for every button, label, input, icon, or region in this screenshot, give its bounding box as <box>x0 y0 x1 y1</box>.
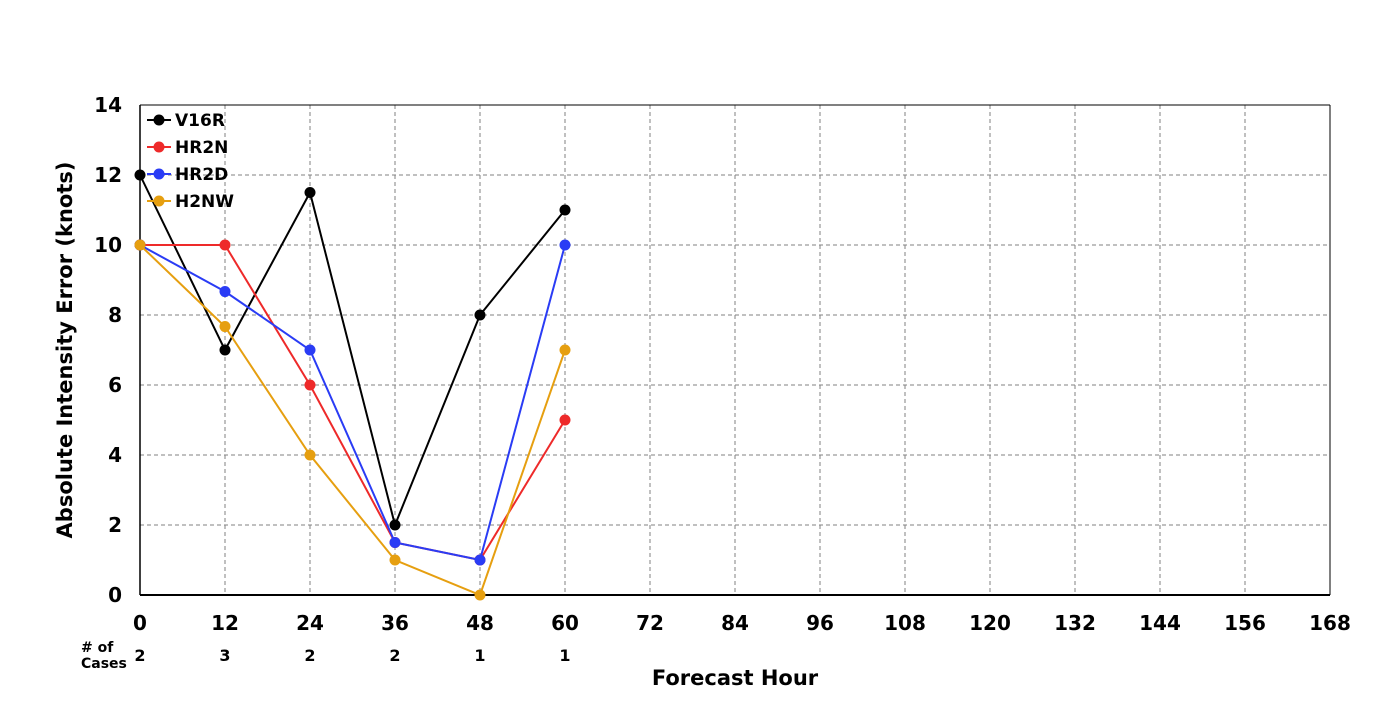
data-point <box>304 344 316 356</box>
series-line <box>139 174 566 529</box>
legend-item-hr2n: HR2N <box>147 138 228 158</box>
data-point <box>474 589 486 601</box>
data-point <box>559 414 571 426</box>
cases-count: 1 <box>474 646 485 665</box>
y-tick-label: 8 <box>108 303 122 327</box>
data-point <box>219 239 231 251</box>
legend-item-h2nw: H2NW <box>147 192 234 212</box>
x-tick-label: 156 <box>1224 611 1266 635</box>
legend-swatch-marker <box>153 114 165 126</box>
cases-label-line1: # of <box>81 640 114 656</box>
x-tick-label: 132 <box>1054 611 1096 635</box>
x-tick-label: 144 <box>1139 611 1181 635</box>
legend-label: HR2D <box>175 165 228 185</box>
x-tick-label: 120 <box>969 611 1011 635</box>
x-tick-label: 72 <box>636 611 664 635</box>
series-v16r <box>134 169 571 531</box>
y-tick-label: 14 <box>94 93 122 117</box>
x-tick-label: 36 <box>381 611 409 635</box>
legend-item-hr2d: HR2D <box>147 165 228 185</box>
legend-swatch-marker <box>153 195 165 207</box>
x-tick-label: 60 <box>551 611 579 635</box>
x-tick-labels: 0 12 24 36 48 60 72 84 96 108 120 132 144 156 168 <box>133 611 1351 635</box>
cases-count: 3 <box>219 646 230 665</box>
data-point <box>304 379 316 391</box>
data-point <box>134 169 146 181</box>
cases-count: 2 <box>389 646 400 665</box>
data-point <box>474 554 486 566</box>
legend-label: H2NW <box>175 192 234 212</box>
x-tick-label: 48 <box>466 611 494 635</box>
axes <box>139 104 1331 596</box>
data-point <box>304 449 316 461</box>
data-point <box>219 344 231 356</box>
series-line <box>139 244 566 562</box>
y-axis-title: Absolute Intensity Error (knots) <box>53 162 77 539</box>
grid <box>140 105 1330 595</box>
cases-count: 2 <box>134 646 145 665</box>
y-tick-label: 10 <box>94 233 122 257</box>
data-point <box>559 344 571 356</box>
y-tick-label: 12 <box>94 163 122 187</box>
data-point <box>389 519 401 531</box>
legend-label: HR2N <box>175 138 228 158</box>
y-tick-label: 6 <box>108 373 122 397</box>
data-point <box>559 239 571 251</box>
series-line <box>139 244 566 597</box>
x-tick-label: 84 <box>721 611 749 635</box>
legend-swatch-marker <box>153 141 165 153</box>
y-tick-label: 4 <box>108 443 122 467</box>
data-point <box>219 286 231 298</box>
legend-swatch-marker <box>153 168 165 180</box>
y-tick-labels: 0 2 4 6 8 10 12 14 <box>94 93 122 607</box>
data-point <box>389 554 401 566</box>
data-point <box>304 187 316 198</box>
series-hr2d <box>134 239 571 566</box>
x-tick-label: 24 <box>296 611 324 635</box>
x-tick-label: 108 <box>884 611 926 635</box>
y-tick-label: 0 <box>108 583 122 607</box>
y-tick-label: 2 <box>108 513 122 537</box>
cases-label-line2: Cases <box>81 656 127 672</box>
data-point <box>474 309 486 321</box>
x-tick-label: 168 <box>1309 611 1351 635</box>
series-h2nw <box>134 239 571 601</box>
data-point <box>559 204 571 216</box>
legend: V16R HR2N HR2D H2NW <box>147 111 234 212</box>
series-hr2n <box>134 239 571 566</box>
data-point <box>389 537 401 548</box>
data-point <box>219 321 231 333</box>
x-tick-label: 96 <box>806 611 834 635</box>
legend-item-v16r: V16R <box>147 111 225 131</box>
legend-label: V16R <box>175 111 225 131</box>
x-tick-label: 12 <box>211 611 239 635</box>
cases-count: 2 <box>304 646 315 665</box>
series-line <box>140 244 566 562</box>
cases-count: 1 <box>559 646 570 665</box>
data-point <box>134 239 146 251</box>
x-tick-label: 0 <box>133 611 147 635</box>
x-axis-title: Forecast Hour <box>652 666 819 690</box>
series-lines <box>134 169 571 601</box>
